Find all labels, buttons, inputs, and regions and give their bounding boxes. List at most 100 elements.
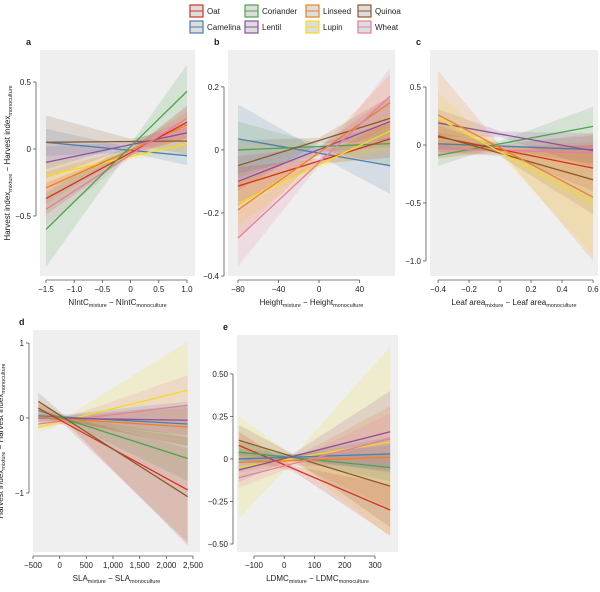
ci-band-lupin bbox=[45, 135, 187, 190]
ci-band-lupin bbox=[38, 341, 188, 439]
x-tick-label: 1,000 bbox=[103, 561, 124, 570]
x-tick-label: −500 bbox=[24, 561, 43, 570]
line-oat bbox=[237, 138, 391, 187]
label-text: NIntC bbox=[68, 298, 89, 307]
line-camelina bbox=[45, 141, 188, 157]
line-lentil bbox=[45, 132, 188, 164]
line-coriander bbox=[437, 125, 594, 157]
legend-item: Linseed bbox=[305, 4, 351, 18]
y-tick-label: 0.25 bbox=[212, 412, 228, 421]
panel-letter: b bbox=[214, 37, 220, 47]
panels: a−0.500.5−1.5 −1.0 −0.5 0 0.5 1.0NIntCmixture… bbox=[0, 37, 599, 585]
legend-label: Oat bbox=[207, 7, 221, 16]
ci-band-linseed bbox=[238, 406, 391, 509]
y-tick-label: 0 bbox=[224, 455, 229, 464]
x-tick-label: 0 bbox=[282, 561, 287, 570]
regression-lines bbox=[238, 431, 391, 511]
ci-band-linseed bbox=[438, 70, 594, 261]
line-oat bbox=[437, 136, 594, 169]
plot-background bbox=[33, 330, 200, 552]
legend-item: Coriander bbox=[244, 4, 297, 18]
line-quinoa bbox=[437, 135, 594, 181]
regression-lines bbox=[237, 95, 391, 239]
y-tick-label: −1.0 bbox=[405, 257, 421, 266]
ci-band-oat bbox=[38, 400, 188, 543]
label-subscript: mixture bbox=[283, 303, 301, 309]
x-axis-label: LDMCmixture − LDMCmonoculture bbox=[266, 574, 369, 585]
line-quinoa bbox=[238, 439, 391, 487]
label-subscript: mixture bbox=[88, 579, 106, 585]
x-tick-label: 0 bbox=[128, 285, 133, 294]
regression-lines bbox=[45, 90, 188, 230]
label-subscript: monoculture bbox=[130, 579, 160, 585]
ci-band-lentil bbox=[438, 109, 594, 169]
ci-band-quinoa bbox=[237, 96, 391, 191]
panel-a: a−0.500.5−1.5 −1.0 −0.5 0 0.5 1.0NIntCmixture… bbox=[3, 37, 195, 309]
label-subscript: monoculture bbox=[136, 303, 166, 309]
ci-band-wheat bbox=[238, 413, 391, 488]
x-tick-label: −1.0 bbox=[66, 285, 82, 294]
legend-item: Wheat bbox=[357, 20, 399, 34]
label-text: − Height bbox=[301, 298, 334, 307]
x-tick-label: 1.0 bbox=[181, 285, 193, 294]
x-tick-label: 0 bbox=[57, 561, 62, 570]
line-camelina bbox=[238, 453, 391, 460]
x-tick-label: 500 bbox=[80, 561, 94, 570]
line-wheat bbox=[238, 437, 391, 479]
line-quinoa bbox=[37, 400, 189, 498]
label-text: − NIntC bbox=[107, 298, 137, 307]
label-text: Leaf area bbox=[451, 298, 485, 307]
y-axis-label: Harvest indexmixture − Harvest indexmono… bbox=[0, 363, 7, 518]
legend-label: Wheat bbox=[375, 23, 399, 32]
label-text: − LDMC bbox=[307, 574, 339, 583]
label-subscript: mixture bbox=[8, 174, 14, 192]
label-text: Harvest index bbox=[3, 192, 12, 241]
x-tick-label: −40 bbox=[272, 285, 286, 294]
line-coriander bbox=[237, 142, 391, 151]
ci-band-quinoa bbox=[438, 119, 594, 215]
regression-lines bbox=[37, 389, 189, 498]
line-wheat bbox=[438, 147, 594, 154]
legend-item: Camelina bbox=[189, 20, 241, 34]
x-tick-label: 0.5 bbox=[153, 285, 165, 294]
line-camelina bbox=[438, 143, 594, 151]
panel-letter: c bbox=[416, 37, 421, 47]
ci-band-coriander bbox=[237, 121, 391, 179]
panel-d: d−101−500 0 500 1,000 1,500 2,000 2,500SLAmixt… bbox=[0, 317, 204, 585]
y-tick-label: −0.4 bbox=[203, 272, 219, 281]
y-tick-label: −0.25 bbox=[208, 497, 229, 506]
label-subscript: mixture bbox=[1, 452, 7, 470]
label-text: SLA bbox=[73, 574, 89, 583]
x-tick-label: −80 bbox=[231, 285, 245, 294]
x-axis-label: Heightmixture − Heightmonoculture bbox=[260, 298, 364, 309]
panel-e: e −0.50 −0.25 0 0.25 0.50 −100 0 100 200 300 LDMCmi… bbox=[208, 322, 398, 585]
legend-label: Linseed bbox=[323, 7, 351, 16]
line-camelina bbox=[237, 138, 391, 167]
x-tick-label: −0.5 bbox=[94, 285, 110, 294]
x-tick-label: 200 bbox=[338, 561, 352, 570]
panel-b: b −0.4 −0.2 0 0.2 −80 −40 0 40 Heightmixture − He… bbox=[203, 37, 395, 309]
ci-band-coriander bbox=[45, 64, 187, 267]
y-tick-label: 0 bbox=[27, 145, 32, 154]
line-oat bbox=[238, 444, 391, 511]
x-tick-label: 0 bbox=[317, 285, 322, 294]
line-lentil bbox=[238, 431, 391, 471]
y-axis-label: Harvest indexmixture − Harvest indexmono… bbox=[3, 85, 14, 240]
panel-letter: a bbox=[26, 37, 32, 47]
x-tick-label: −0.2 bbox=[461, 285, 477, 294]
line-wheat bbox=[45, 117, 188, 210]
line-linseed bbox=[238, 456, 391, 464]
x-tick-label: 40 bbox=[355, 285, 364, 294]
label-text: Height bbox=[260, 298, 284, 307]
ci-band-coriander bbox=[38, 404, 188, 481]
line-wheat bbox=[38, 404, 188, 425]
panel-c: c −1.0 −0.5 0 0.5 −0.4 −0.2 0 0.2 0.4 0.6 Leaf area… bbox=[405, 37, 599, 309]
y-tick-label: 0.2 bbox=[208, 83, 220, 92]
label-subscript: monoculture bbox=[339, 579, 369, 585]
x-tick-label: 0.6 bbox=[587, 285, 599, 294]
label-text: − Leaf area bbox=[503, 298, 546, 307]
label-text: − Harvest index bbox=[0, 394, 5, 452]
label-subscript: monoculture bbox=[8, 85, 14, 115]
ci-band-quinoa bbox=[38, 392, 188, 546]
